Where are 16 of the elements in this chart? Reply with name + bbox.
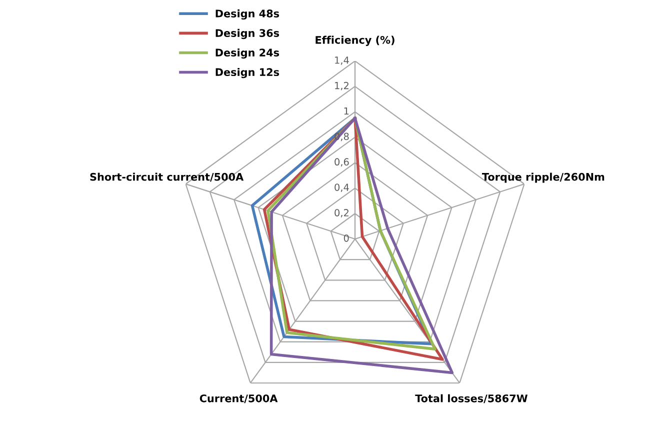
spoke-label: Short-circuit current/500A (90, 172, 244, 182)
y-tick-label: 1,2 (335, 82, 348, 90)
y-tick-label: 1,4 (335, 56, 349, 65)
spoke-label: Torque ripple/260Nm (482, 172, 604, 183)
legend-label: Design 36s (216, 28, 280, 40)
legend-label: Design 12s (216, 68, 280, 78)
y-tick-label: 0,4 (334, 184, 349, 192)
legend-label: Design 24s (216, 48, 280, 59)
y-tick-label: 1 (344, 107, 349, 115)
y-tick-label: 0,2 (334, 209, 348, 218)
spoke-label: Current/500A (200, 394, 278, 404)
spoke-label: Efficiency (%) (316, 36, 394, 46)
legend-label: Design 48s (216, 9, 280, 20)
y-tick-label: 0 (344, 234, 349, 242)
y-tick-label: 0,6 (334, 158, 349, 167)
spoke-label: Total losses/5867W (415, 394, 528, 404)
